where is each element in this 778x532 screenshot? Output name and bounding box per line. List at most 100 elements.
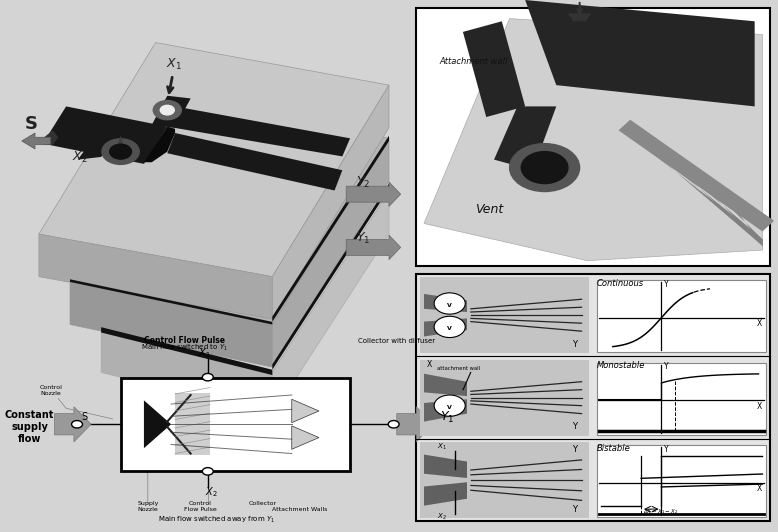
Text: Main flow switched away from $Y_1$: Main flow switched away from $Y_1$ (159, 514, 275, 525)
Polygon shape (424, 482, 467, 505)
Polygon shape (416, 274, 770, 521)
Text: Y: Y (664, 362, 668, 371)
Circle shape (110, 144, 131, 159)
Text: V: V (447, 405, 452, 410)
Text: $\Delta X=X_1-X_2$: $\Delta X=X_1-X_2$ (643, 507, 678, 516)
Text: $X_2$: $X_2$ (437, 512, 447, 522)
Polygon shape (272, 85, 389, 319)
Polygon shape (463, 21, 525, 117)
Polygon shape (420, 277, 590, 353)
Text: Supply
Nozzle: Supply Nozzle (137, 501, 159, 512)
Text: $X_1$: $X_1$ (437, 442, 447, 452)
Polygon shape (272, 192, 389, 415)
Circle shape (160, 105, 174, 115)
Polygon shape (70, 96, 389, 325)
Text: Y: Y (573, 505, 577, 514)
Polygon shape (525, 0, 755, 106)
Polygon shape (424, 373, 467, 396)
Polygon shape (292, 399, 319, 422)
Circle shape (388, 420, 399, 428)
Text: Main flow switched to $Y_1$: Main flow switched to $Y_1$ (142, 343, 229, 353)
Text: Monostable: Monostable (598, 361, 646, 370)
Polygon shape (272, 138, 389, 367)
Polygon shape (424, 318, 467, 336)
Circle shape (434, 316, 465, 337)
Polygon shape (346, 182, 401, 206)
Text: Constant
supply
flow: Constant supply flow (5, 410, 54, 444)
Text: V: V (447, 303, 452, 307)
Polygon shape (424, 399, 467, 421)
Circle shape (434, 395, 465, 416)
Polygon shape (626, 133, 762, 246)
Text: Y: Y (573, 445, 577, 454)
Polygon shape (39, 43, 389, 277)
Text: Collector: Collector (249, 501, 277, 506)
Polygon shape (420, 360, 590, 436)
Polygon shape (689, 176, 762, 246)
Text: Control
Nozzle: Control Nozzle (39, 385, 62, 396)
Polygon shape (167, 106, 350, 156)
Polygon shape (568, 13, 591, 21)
Circle shape (510, 144, 580, 192)
Polygon shape (152, 96, 191, 128)
Polygon shape (657, 154, 762, 246)
Polygon shape (22, 133, 51, 149)
Polygon shape (292, 426, 319, 449)
Polygon shape (101, 149, 389, 372)
Text: attachment wall: attachment wall (437, 365, 480, 371)
Text: S: S (25, 115, 38, 134)
Polygon shape (424, 294, 467, 312)
Polygon shape (175, 394, 210, 455)
Text: Control
Flow Pulse: Control Flow Pulse (184, 501, 216, 512)
Text: Control Flow Pulse: Control Flow Pulse (145, 336, 226, 345)
Polygon shape (598, 280, 766, 352)
Text: X: X (757, 319, 762, 328)
Polygon shape (54, 406, 91, 442)
Text: Continuous: Continuous (598, 279, 644, 288)
Text: X: X (426, 360, 432, 369)
Polygon shape (598, 445, 766, 517)
Text: Y: Y (664, 280, 668, 289)
Text: Y: Y (573, 422, 577, 431)
Text: Attachment wall: Attachment wall (440, 57, 508, 66)
Polygon shape (39, 234, 272, 319)
Polygon shape (144, 127, 175, 162)
Polygon shape (78, 130, 121, 160)
Text: $X_2$: $X_2$ (205, 485, 218, 499)
Text: Y: Y (573, 340, 577, 349)
Text: $Y_1$: $Y_1$ (440, 410, 454, 425)
Text: V: V (447, 326, 452, 331)
Polygon shape (598, 363, 766, 435)
Polygon shape (720, 197, 762, 246)
Polygon shape (70, 279, 272, 325)
Text: Y: Y (664, 445, 668, 454)
Polygon shape (272, 136, 389, 322)
Polygon shape (43, 106, 167, 164)
Text: Collector with diffuser: Collector with diffuser (358, 338, 435, 344)
Polygon shape (70, 282, 272, 367)
Polygon shape (416, 8, 770, 266)
Polygon shape (144, 401, 171, 448)
Circle shape (202, 468, 213, 475)
Polygon shape (424, 454, 467, 478)
Circle shape (434, 293, 465, 314)
Polygon shape (43, 130, 58, 145)
Polygon shape (420, 442, 590, 518)
Polygon shape (272, 184, 389, 370)
Text: $Y_1$: $Y_1$ (356, 231, 370, 246)
Polygon shape (346, 235, 401, 260)
Text: $X_1$: $X_1$ (166, 57, 182, 72)
Text: Vent: Vent (475, 203, 503, 216)
Circle shape (521, 152, 568, 184)
Text: X: X (757, 484, 762, 493)
Polygon shape (397, 406, 433, 442)
Text: Attachment Walls: Attachment Walls (272, 506, 328, 512)
Polygon shape (424, 19, 762, 261)
Circle shape (102, 139, 139, 164)
Polygon shape (619, 120, 774, 231)
Text: $X_2$: $X_2$ (72, 150, 88, 165)
Text: S: S (82, 412, 88, 422)
Text: $X_1$: $X_1$ (198, 346, 211, 360)
Text: X: X (757, 402, 762, 411)
Polygon shape (101, 327, 272, 375)
